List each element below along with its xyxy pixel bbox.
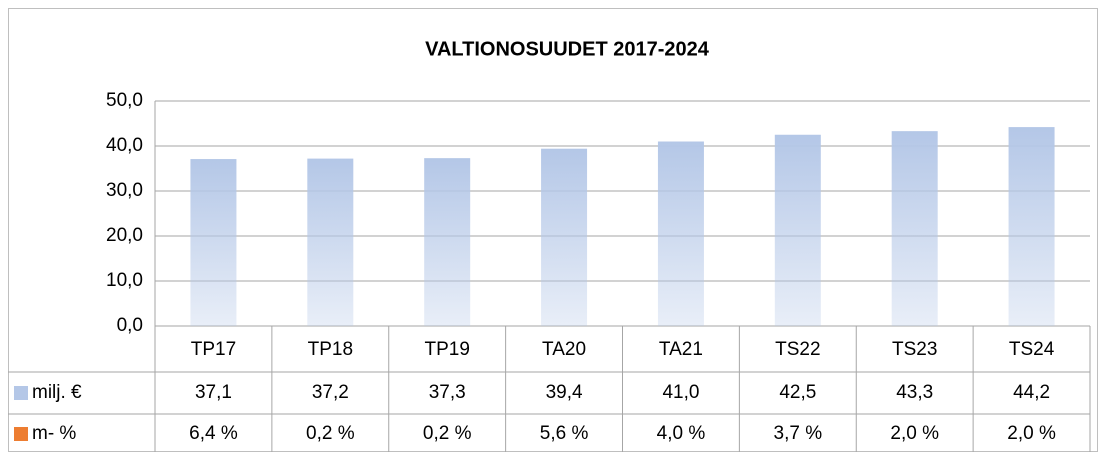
table-value: 5,6 % — [540, 423, 589, 444]
x-tick-label: TA21 — [659, 339, 703, 360]
bar — [891, 131, 938, 326]
chart-title: VALTIONOSUUDET 2017-2024 — [425, 38, 710, 60]
y-tick-label: 40,0 — [106, 135, 143, 156]
table-value: 42,5 — [779, 382, 816, 403]
table-value: 37,3 — [429, 382, 466, 403]
legend-swatch — [14, 386, 28, 400]
table-value: 41,0 — [662, 382, 699, 403]
legend-label: m- % — [32, 423, 76, 444]
x-tick-label: TS23 — [892, 339, 937, 360]
bar — [774, 134, 821, 326]
x-tick-label: TP17 — [191, 339, 236, 360]
table-value: 43,3 — [896, 382, 933, 403]
y-tick-label: 30,0 — [106, 180, 143, 201]
table-value: 3,7 % — [774, 423, 823, 444]
table-value: 6,4 % — [189, 423, 238, 444]
y-tick-label: 10,0 — [106, 270, 143, 291]
bar — [541, 148, 588, 326]
table-value: 44,2 — [1013, 382, 1050, 403]
bar — [657, 141, 704, 326]
table-value: 37,1 — [195, 382, 232, 403]
table-value: 0,2 % — [423, 423, 472, 444]
legend-label: milj. € — [32, 382, 82, 403]
y-tick-label: 0,0 — [117, 315, 143, 336]
bar — [190, 159, 237, 326]
x-tick-label: TA20 — [542, 339, 586, 360]
x-tick-label: TS22 — [775, 339, 820, 360]
bar — [307, 158, 354, 326]
table-value: 2,0 % — [1007, 423, 1056, 444]
x-tick-label: TS24 — [1009, 339, 1055, 360]
bar — [424, 158, 471, 326]
table-value: 37,2 — [312, 382, 349, 403]
table-value: 0,2 % — [306, 423, 355, 444]
y-tick-label: 50,0 — [106, 90, 143, 111]
x-tick-label: TP19 — [424, 339, 469, 360]
table-value: 4,0 % — [657, 423, 706, 444]
bar — [1008, 127, 1055, 326]
x-tick-label: TP18 — [308, 339, 353, 360]
table-value: 39,4 — [546, 382, 583, 403]
legend-swatch — [14, 427, 28, 441]
y-tick-label: 20,0 — [106, 225, 143, 246]
table-value: 2,0 % — [890, 423, 939, 444]
